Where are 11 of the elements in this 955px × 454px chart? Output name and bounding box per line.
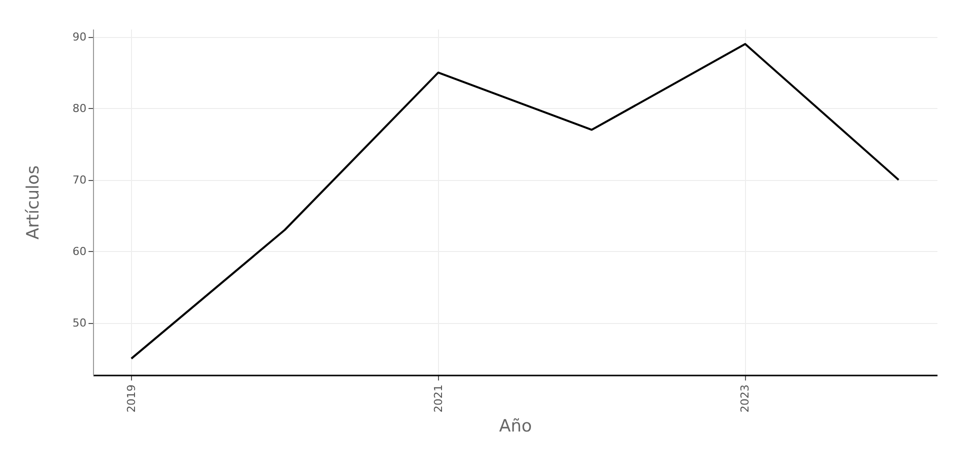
x-axis-title: Año bbox=[499, 416, 532, 436]
x-tick-label: 2019 bbox=[124, 384, 138, 412]
y-tick-label: 90 bbox=[72, 30, 86, 44]
y-axis-title: Artículos bbox=[24, 165, 44, 240]
x-tick-label: 2023 bbox=[738, 384, 752, 412]
y-tick-label: 80 bbox=[72, 102, 86, 115]
y-tick-label: 70 bbox=[72, 173, 86, 186]
y-tick-label: 50 bbox=[72, 316, 86, 330]
y-tick-label: 60 bbox=[72, 244, 86, 258]
line-series bbox=[130, 43, 900, 360]
x-tick-label: 2021 bbox=[432, 384, 445, 412]
